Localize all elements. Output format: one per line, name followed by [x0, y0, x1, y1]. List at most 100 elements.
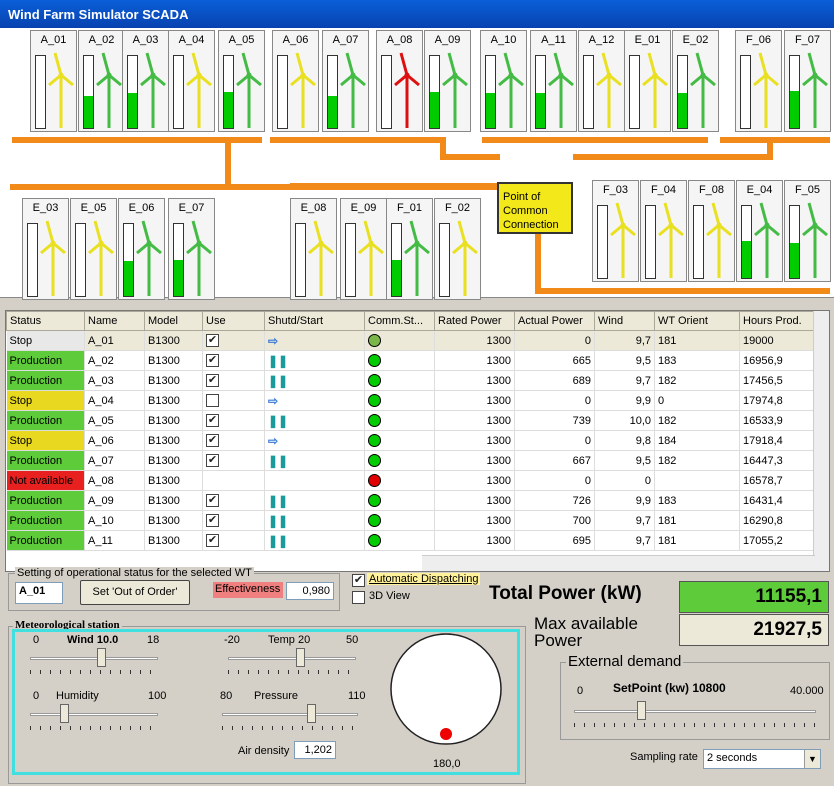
turbine-f-06[interactable]: F_06 — [735, 30, 782, 132]
setpoint-slider-thumb[interactable] — [637, 701, 646, 720]
shutdown-start-button[interactable]: ❚❚ — [264, 490, 365, 511]
use-checkbox[interactable]: ✔ — [206, 514, 219, 527]
turbine-e-05[interactable]: E_05 — [70, 198, 117, 300]
turbine-f-08[interactable]: F_08 — [688, 180, 735, 282]
temp-slider-thumb[interactable] — [296, 648, 305, 667]
table-horizontal-scrollbar[interactable] — [422, 555, 815, 571]
column-header[interactable]: Status — [6, 311, 85, 331]
turbine-e-03[interactable]: E_03 — [22, 198, 69, 300]
turbine-f-01[interactable]: F_01 — [386, 198, 433, 300]
selected-wt-field[interactable]: A_01 — [15, 582, 63, 604]
turbine-f-03[interactable]: F_03 — [592, 180, 639, 282]
table-vertical-scrollbar[interactable] — [813, 311, 829, 571]
turbine-a-09[interactable]: A_09 — [424, 30, 471, 132]
shutdown-start-button[interactable]: ❚❚ — [264, 410, 365, 431]
shutdown-start-button[interactable]: ❚❚ — [264, 370, 365, 391]
turbine-a-12[interactable]: A_12 — [578, 30, 625, 132]
use-checkbox[interactable]: ✔ — [206, 354, 219, 367]
turbine-a-08[interactable]: A_08 — [376, 30, 423, 132]
table-row[interactable]: Production A_11 B1300 ✔ ❚❚ 1300 695 9,7 181 17055… — [6, 530, 818, 551]
table-row[interactable]: Production A_05 B1300 ✔ ❚❚ 1300 739 10,0 182 1653… — [6, 410, 818, 431]
column-header[interactable]: Comm.St... — [364, 311, 435, 331]
column-header[interactable]: Hours Prod. — [739, 311, 818, 331]
turbine-a-11[interactable]: A_11 — [530, 30, 577, 132]
use-checkbox[interactable] — [206, 394, 219, 407]
shutdown-start-button[interactable]: ⇨ — [264, 390, 365, 411]
turbine-e-08[interactable]: E_08 — [290, 198, 337, 300]
column-header[interactable]: Wind — [594, 311, 655, 331]
shutdown-start-button[interactable]: ❚❚ — [264, 530, 365, 551]
shutdown-start-button[interactable]: ⇨ — [264, 430, 365, 451]
effectiveness-field[interactable]: 0,980 — [286, 582, 334, 600]
wind-slider-thumb[interactable] — [97, 648, 106, 667]
view3d-checkbox[interactable] — [352, 591, 365, 604]
humidity-slider[interactable] — [30, 704, 158, 730]
shutdown-start-button[interactable]: ❚❚ — [264, 510, 365, 531]
use-checkbox[interactable]: ✔ — [206, 494, 219, 507]
turbine-a-05[interactable]: A_05 — [218, 30, 265, 132]
table-row[interactable]: Production A_10 B1300 ✔ ❚❚ 1300 700 9,7 181 16290… — [6, 510, 818, 531]
turbine-a-01[interactable]: A_01 — [30, 30, 77, 132]
table-row[interactable]: Stop A_06 B1300 ✔ ⇨ 1300 0 9,8 184 17918,4 — [6, 430, 818, 451]
table-row[interactable]: Stop A_04 B1300 ⇨ 1300 0 9,9 0 17974,8 — [6, 390, 818, 411]
column-header[interactable]: Model — [144, 311, 203, 331]
column-header[interactable]: Use — [202, 311, 265, 331]
humidity-slider-thumb[interactable] — [60, 704, 69, 723]
table-row[interactable]: Production A_07 B1300 ✔ ❚❚ 1300 667 9,5 182 16447… — [6, 450, 818, 471]
turbine-a-07[interactable]: A_07 — [322, 30, 369, 132]
shutdown-start-button[interactable] — [264, 470, 365, 491]
use-checkbox[interactable]: ✔ — [206, 374, 219, 387]
turbine-e-06[interactable]: E_06 — [118, 198, 165, 300]
sampling-rate-select[interactable]: 2 seconds ▼ — [703, 749, 821, 769]
shutdown-start-button[interactable]: ❚❚ — [264, 450, 365, 471]
turbine-table[interactable]: Status Name Model Use Shutd/Start Comm.St... R… — [5, 310, 830, 572]
column-header[interactable]: Name — [84, 311, 145, 331]
use-checkbox[interactable]: ✔ — [206, 414, 219, 427]
external-demand-label: External demand — [566, 653, 684, 670]
column-header[interactable]: Shutd/Start — [264, 311, 365, 331]
turbine-a-04[interactable]: A_04 — [168, 30, 215, 132]
set-out-of-order-button[interactable]: Set 'Out of Order' — [80, 580, 190, 605]
table-row[interactable]: Production A_09 B1300 ✔ ❚❚ 1300 726 9,9 183 16431… — [6, 490, 818, 511]
comm-status-cell — [364, 330, 435, 351]
turbine-e-02[interactable]: E_02 — [672, 30, 719, 132]
column-header[interactable]: WT Orient — [654, 311, 740, 331]
turbine-e-04[interactable]: E_04 — [736, 180, 783, 282]
turbine-power-bar — [277, 55, 288, 129]
column-header[interactable]: Actual Power — [514, 311, 595, 331]
turbine-power-bar — [173, 223, 184, 297]
air-density-field[interactable]: 1,202 — [294, 741, 336, 759]
shutdown-start-button[interactable]: ⇨ — [264, 330, 365, 351]
turbine-f-02[interactable]: F_02 — [434, 198, 481, 300]
pressure-slider-thumb[interactable] — [307, 704, 316, 723]
turbine-a-10[interactable]: A_10 — [480, 30, 527, 132]
table-row[interactable]: Stop A_01 B1300 ✔ ⇨ 1300 0 9,7 181 19000 — [6, 330, 818, 351]
use-checkbox[interactable]: ✔ — [206, 334, 219, 347]
opstatus-group: Setting of operational status for the se… — [8, 567, 340, 611]
pressure-slider[interactable] — [222, 704, 358, 730]
chevron-down-icon[interactable]: ▼ — [804, 750, 820, 768]
use-checkbox[interactable]: ✔ — [206, 454, 219, 467]
temp-slider[interactable] — [228, 648, 356, 674]
turbine-f-04[interactable]: F_04 — [640, 180, 687, 282]
table-row[interactable]: Production A_02 B1300 ✔ ❚❚ 1300 665 9,5 183 16956… — [6, 350, 818, 371]
turbine-e-09[interactable]: E_09 — [340, 198, 387, 300]
setpoint-slider[interactable] — [574, 701, 816, 727]
turbine-a-06[interactable]: A_06 — [272, 30, 319, 132]
table-row[interactable]: Production A_03 B1300 ✔ ❚❚ 1300 689 9,7 182 17456… — [6, 370, 818, 391]
turbine-a-02[interactable]: A_02 — [78, 30, 125, 132]
column-header[interactable]: Rated Power — [434, 311, 515, 331]
table-row[interactable]: Not available A_08 B1300 1300 0 0 16578,7 — [6, 470, 818, 491]
wind-slider[interactable] — [30, 648, 158, 674]
auto-dispatch-checkbox[interactable]: ✔ — [352, 574, 365, 587]
turbine-e-07[interactable]: E_07 — [168, 198, 215, 300]
shutdown-start-button[interactable]: ❚❚ — [264, 350, 365, 371]
turbine-a-03[interactable]: A_03 — [122, 30, 169, 132]
wind-direction-dial[interactable] — [388, 628, 504, 756]
turbine-e-01[interactable]: E_01 — [624, 30, 671, 132]
turbine-f-05[interactable]: F_05 — [784, 180, 831, 282]
use-checkbox[interactable]: ✔ — [206, 434, 219, 447]
use-checkbox[interactable]: ✔ — [206, 534, 219, 547]
turbine-power-bar — [439, 223, 450, 297]
turbine-f-07[interactable]: F_07 — [784, 30, 831, 132]
